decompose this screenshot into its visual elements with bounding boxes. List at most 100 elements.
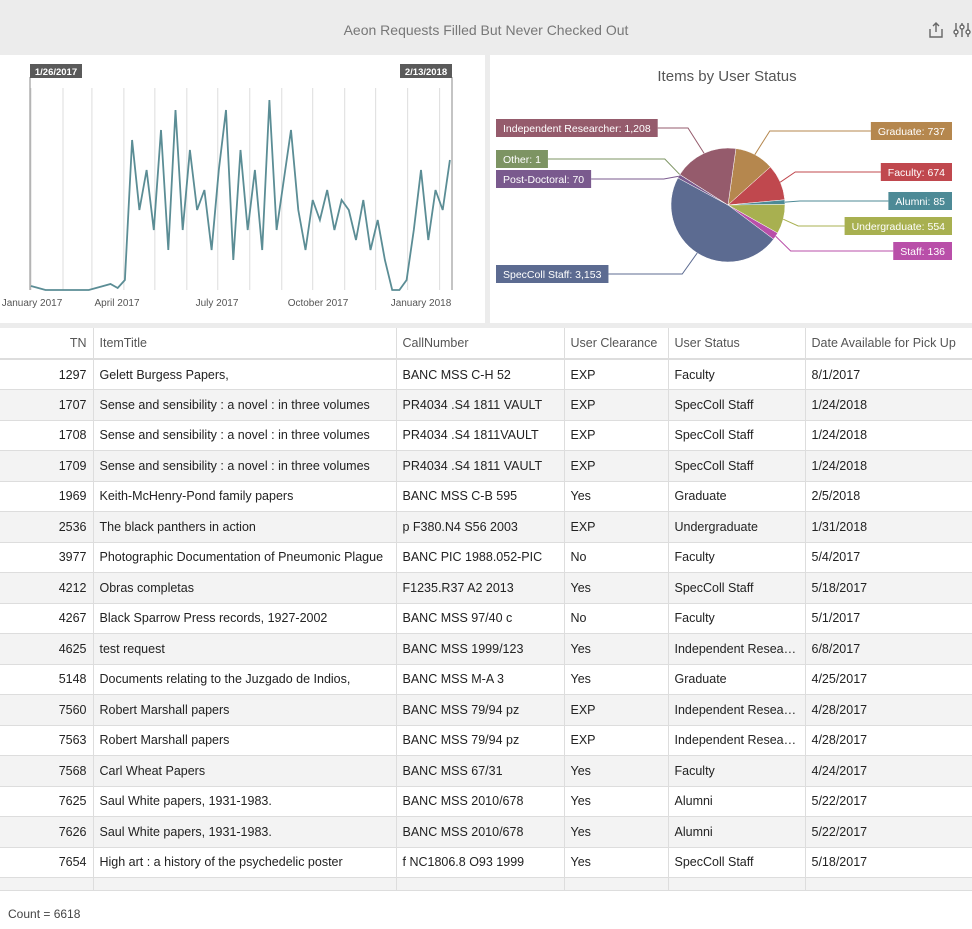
x-tick-label: October 2017 — [288, 298, 349, 309]
table-cell: BANC PIC 1988.052-PIC — [396, 542, 565, 573]
table-cell: 1708 — [0, 420, 94, 451]
table-row[interactable]: 1297 Gelett Burgess Papers, BANC MSS C-H 5… — [0, 359, 972, 390]
table-row[interactable]: 7654 High art : a history of the psychede… — [0, 847, 972, 878]
table-cell: Yes — [564, 633, 669, 665]
table-row[interactable]: 7560 Robert Marshall papers BANC MSS 79/94… — [0, 694, 972, 726]
table-cell: Sense and sensibility : a novel : in thr… — [93, 389, 397, 421]
column-header[interactable]: CallNumber — [396, 328, 565, 360]
table-cell: 5/18/2017 — [805, 847, 972, 878]
slice-label: Independent Researcher: 1,208 — [503, 123, 651, 135]
table-cell: PR4034 .S4 1811 VAULT — [396, 389, 565, 421]
column-header[interactable]: TN — [0, 328, 94, 360]
table-cell: Yes — [564, 786, 669, 817]
table-cell: No — [564, 542, 669, 573]
table-cell: EXP — [564, 389, 669, 421]
slice-label: Undergraduate: 554 — [852, 221, 946, 233]
range-start-handle-label: 1/26/2017 — [35, 67, 77, 78]
row-count: Count = 6618 — [8, 907, 81, 921]
table-cell: Yes — [564, 664, 669, 695]
column-header[interactable]: Date Available for Pick Up — [805, 328, 972, 360]
header: Aeon Requests Filled But Never Checked O… — [0, 0, 972, 55]
table-cell: Graduate — [668, 664, 806, 695]
table-cell: Black Sparrow Press records, 1927-2002 — [93, 603, 397, 634]
table-cell: Yes — [564, 481, 669, 512]
column-header[interactable]: User Status — [668, 328, 806, 360]
table-cell: 3977 — [0, 542, 94, 573]
timeline-chart[interactable]: January 2017 April 2017 July 2017 October 2… — [0, 55, 485, 323]
column-header[interactable]: User Clearance — [564, 328, 669, 360]
table-row[interactable]: 1708 Sense and sensibility : a novel : in… — [0, 420, 972, 451]
table-row[interactable]: 7626 Saul White papers, 1931-1983. BANC MS… — [0, 816, 972, 848]
table-row[interactable]: 1707 Sense and sensibility : a novel : in… — [0, 389, 972, 421]
table-cell: SpecColl Staff — [668, 450, 806, 482]
table-row[interactable]: 1969 Keith-McHenry-Pond family papers BANC… — [0, 481, 972, 512]
slice-label: Post-Doctoral: 70 — [503, 174, 584, 186]
table-cell: Independent Researcher — [668, 694, 806, 726]
table-cell: BANC MSS C-H 52 — [396, 359, 565, 390]
table-row[interactable]: 2536 The black panthers in action p F380.N… — [0, 511, 972, 543]
table-row[interactable]: 7563 Robert Marshall papers BANC MSS 79/94… — [0, 725, 972, 756]
user-status-pie-chart: Items by User Status Graduate: 737 Facult… — [496, 68, 952, 283]
table-cell: 8/1/2017 — [805, 359, 972, 390]
table-row[interactable]: 4625 test request BANC MSS 1999/123 Yes Inde… — [0, 633, 972, 665]
table-cell: 1709 — [0, 450, 94, 482]
table-row[interactable] — [0, 877, 972, 890]
table-cell: F1235.R37 A2 2013 — [396, 572, 565, 604]
table-row[interactable]: 7625 Saul White papers, 1931-1983. BANC MS… — [0, 786, 972, 817]
table-cell: 6/8/2017 — [805, 633, 972, 665]
table-cell: Faculty — [668, 542, 806, 573]
range-end-handle-label: 2/13/2018 — [405, 67, 447, 78]
slice-label-box — [496, 170, 592, 188]
table-cell: 2/5/2018 — [805, 481, 972, 512]
slice-label: Staff: 136 — [900, 246, 945, 258]
table-row[interactable]: 4267 Black Sparrow Press records, 1927-20… — [0, 603, 972, 634]
column-header[interactable]: ItemTitle — [93, 328, 397, 360]
table-cell: High art : a history of the psychedelic … — [93, 847, 397, 878]
table-cell: 5/22/2017 — [805, 786, 972, 817]
table-cell: Faculty — [668, 603, 806, 634]
table-cell: Sense and sensibility : a novel : in thr… — [93, 420, 397, 451]
timeline-chart-panel: January 2017 April 2017 July 2017 October 2… — [0, 55, 485, 323]
table-cell — [0, 877, 94, 890]
table-row[interactable]: 4212 Obras completas F1235.R37 A2 2013 Yes S… — [0, 572, 972, 604]
table-cell: Yes — [564, 847, 669, 878]
table-cell: 4/25/2017 — [805, 664, 972, 695]
leader-line — [782, 218, 845, 227]
leader-line — [784, 200, 889, 203]
range-end-handle[interactable] — [400, 64, 452, 78]
table-cell: No — [564, 603, 669, 634]
x-tick-label: April 2017 — [94, 298, 139, 309]
table-row[interactable]: 5148 Documents relating to the Juzgado de… — [0, 664, 972, 695]
table-row[interactable]: 1709 Sense and sensibility : a novel : in… — [0, 450, 972, 482]
table-cell: SpecColl Staff — [668, 420, 806, 451]
table-row[interactable]: 3977 Photographic Documentation of Pneumo… — [0, 542, 972, 573]
table-cell: Obras completas — [93, 572, 397, 604]
share-icon[interactable] — [926, 20, 946, 40]
table-cell: f NC1806.8 O93 1999 — [396, 847, 565, 878]
pie-slice[interactable] — [679, 147, 737, 206]
table-cell: Yes — [564, 816, 669, 848]
table-cell: 4625 — [0, 633, 94, 665]
slice-label: Other: 1 — [503, 154, 541, 166]
leader-line — [775, 235, 894, 252]
table-cell: BANC MSS C-B 595 — [396, 481, 565, 512]
range-start-handle[interactable] — [30, 64, 82, 78]
sliders-icon[interactable] — [952, 20, 972, 40]
table-row[interactable]: 7568 Carl Wheat Papers BANC MSS 67/31 Yes Fa… — [0, 755, 972, 787]
table-cell: EXP — [564, 511, 669, 543]
table-cell — [564, 877, 669, 890]
table-cell: Graduate — [668, 481, 806, 512]
slice-label-box — [888, 192, 952, 210]
slice-label: Alumni: 85 — [895, 196, 945, 208]
table-cell — [396, 877, 565, 890]
slice-label-box — [844, 217, 952, 235]
table-cell: SpecColl Staff — [668, 572, 806, 604]
table-cell: 4212 — [0, 572, 94, 604]
table-cell: 5/18/2017 — [805, 572, 972, 604]
table-cell: PR4034 .S4 1811VAULT — [396, 420, 565, 451]
x-tick-label: January 2018 — [391, 298, 452, 309]
table-cell: 1/24/2018 — [805, 420, 972, 451]
table-cell: EXP — [564, 420, 669, 451]
results-table: TN ItemTitle CallNumber User Clearance User … — [0, 328, 972, 890]
table-cell: 1707 — [0, 389, 94, 421]
